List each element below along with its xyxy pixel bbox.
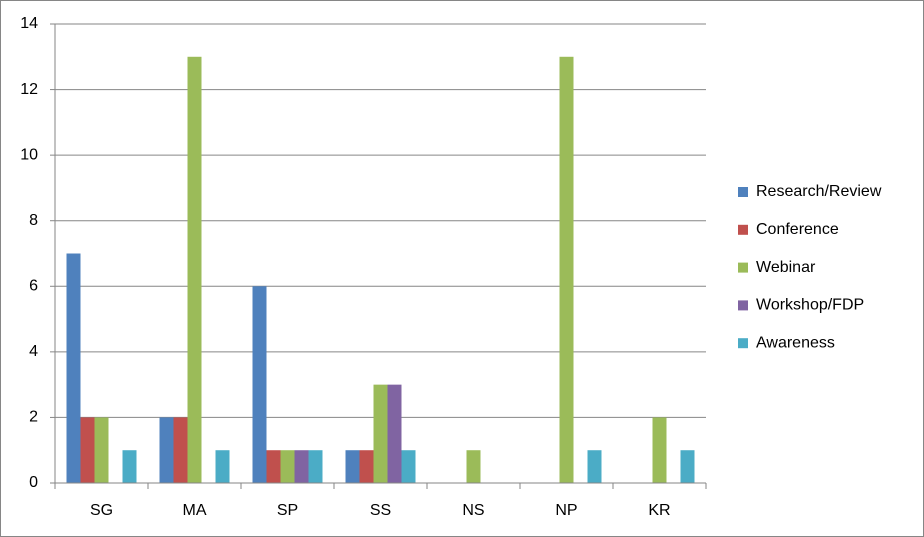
- bar: [266, 450, 281, 483]
- legend-swatch: [738, 187, 748, 197]
- bar: [466, 450, 481, 483]
- bar: [94, 417, 109, 483]
- y-tick-label: 8: [29, 212, 38, 229]
- legend-swatch: [738, 262, 748, 273]
- bar: [252, 286, 267, 483]
- legend-label: Awareness: [756, 334, 835, 351]
- x-tick-label: SP: [277, 502, 298, 519]
- bar: [559, 56, 574, 484]
- bar: [680, 450, 695, 483]
- bar: [215, 450, 230, 483]
- bar: [66, 253, 81, 483]
- legend-swatch: [738, 224, 748, 235]
- legend-label: Workshop/FDP: [756, 297, 864, 314]
- x-tick-label: KR: [648, 502, 670, 519]
- bar: [122, 450, 137, 483]
- legend-swatch: [738, 338, 748, 349]
- bar: [587, 450, 602, 483]
- x-tick-label: SG: [90, 502, 113, 519]
- y-tick-label: 0: [29, 474, 38, 491]
- legend-label: Research/Review: [756, 183, 882, 200]
- y-tick-label: 6: [29, 278, 38, 295]
- x-tick-label: SS: [370, 502, 391, 519]
- bar: [173, 417, 188, 483]
- bar: [80, 417, 95, 483]
- bar: [308, 450, 323, 483]
- bar: [345, 450, 360, 483]
- y-tick-label: 14: [20, 15, 38, 32]
- x-tick-label: NP: [555, 502, 577, 519]
- bar: [387, 384, 402, 483]
- bar: [359, 450, 374, 483]
- legend-swatch: [738, 300, 748, 311]
- x-tick-label: MA: [183, 502, 207, 519]
- bar: [373, 384, 388, 483]
- x-tick-label: NS: [462, 502, 484, 519]
- bar: [294, 450, 309, 483]
- legend-label: Conference: [756, 221, 839, 238]
- y-tick-label: 4: [29, 343, 38, 360]
- bar: [187, 56, 202, 484]
- bar: [280, 450, 295, 483]
- legend-label: Webinar: [756, 259, 816, 276]
- y-tick-label: 12: [20, 81, 38, 98]
- bar: [652, 417, 667, 483]
- bar: [159, 417, 174, 483]
- y-tick-label: 10: [20, 146, 38, 163]
- bar: [401, 450, 416, 483]
- y-tick-label: 2: [29, 409, 38, 426]
